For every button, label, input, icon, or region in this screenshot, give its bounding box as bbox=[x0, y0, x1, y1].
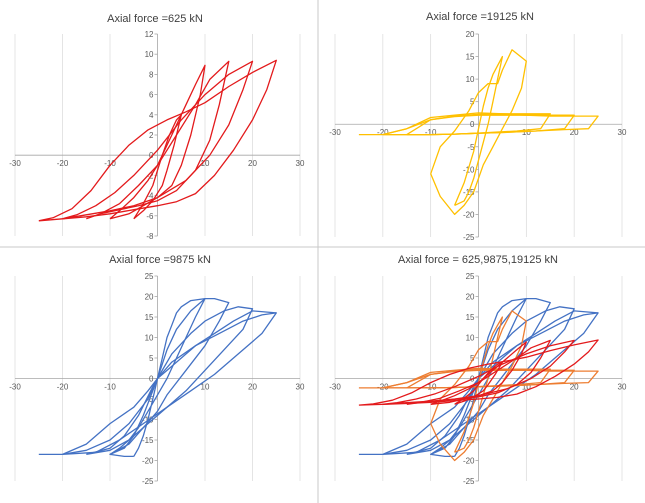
y-tick-label-12: 12 bbox=[145, 30, 154, 39]
y-tick-label-15: 15 bbox=[145, 313, 154, 322]
overlay-1-loop-4-line bbox=[382, 310, 599, 456]
chart-title: Axial force = 625,9875,19125 kN bbox=[398, 254, 558, 266]
y-tick-label-neg20: -20 bbox=[463, 457, 475, 466]
chart-axial-force-19125: Axial force =19125 kN -30 -20 -10 10 20 30 -25 -… bbox=[329, 11, 627, 242]
y-tick-label-neg8: -8 bbox=[146, 232, 154, 241]
y-tick-label-neg25: -25 bbox=[463, 233, 475, 242]
loop-5-line bbox=[406, 113, 551, 136]
y-tick-label-10: 10 bbox=[145, 50, 154, 59]
y-tick-label-neg4: -4 bbox=[146, 192, 154, 201]
chart-title: Axial force =625 kN bbox=[107, 13, 203, 25]
chart-title: Axial force =9875 kN bbox=[109, 254, 211, 266]
x-tick-label-neg20: -20 bbox=[377, 128, 389, 137]
loop-5-line bbox=[38, 312, 277, 456]
x-tick-label-neg20: -20 bbox=[57, 159, 69, 168]
chart-axial-force-combined: Axial force = 625,9875,19125 kN -30 -20 -10… bbox=[329, 254, 627, 486]
loop-4-line bbox=[62, 60, 254, 220]
loop-2-line bbox=[430, 49, 527, 216]
y-tick-label-10: 10 bbox=[466, 334, 475, 343]
y-tick-label-20: 20 bbox=[145, 293, 154, 302]
loop-2-line bbox=[109, 297, 230, 455]
x-tick-label-30: 30 bbox=[618, 383, 627, 392]
y-tick-label-5: 5 bbox=[149, 354, 154, 363]
x-tick-label-30: 30 bbox=[296, 383, 305, 392]
x-tick-label-20: 20 bbox=[570, 128, 579, 137]
y-tick-label-6: 6 bbox=[149, 91, 154, 100]
x-tick-label-10: 10 bbox=[201, 383, 210, 392]
x-tick-label-20: 20 bbox=[248, 383, 257, 392]
y-tick-label-neg5: -5 bbox=[146, 395, 154, 404]
chart-axial-force-9875: Axial force =9875 kN -30 -20 -10 10 20 30 -25 -2… bbox=[9, 254, 305, 486]
y-tick-label-neg20: -20 bbox=[142, 457, 154, 466]
y-tick-label-25: 25 bbox=[466, 272, 475, 281]
y-tick-label-neg10: -10 bbox=[463, 165, 475, 174]
y-tick-label-15: 15 bbox=[466, 313, 475, 322]
x-tick-label-neg10: -10 bbox=[104, 383, 116, 392]
y-tick-label-5: 5 bbox=[470, 354, 475, 363]
x-tick-label-10: 10 bbox=[522, 383, 531, 392]
y-tick-label-neg5: -5 bbox=[467, 143, 475, 152]
y-tick-label-neg25: -25 bbox=[463, 477, 475, 486]
x-tick-label-neg30: -30 bbox=[329, 383, 341, 392]
chart-title: Axial force =19125 kN bbox=[426, 11, 534, 23]
y-tick-label-20: 20 bbox=[466, 293, 475, 302]
overlay-1-loop-5-line bbox=[358, 312, 599, 456]
chart-axial-force-625: Axial force =625 kN -30 -20 -10 10 20 30 -8 -6 -4… bbox=[9, 13, 305, 241]
y-tick-label-15: 15 bbox=[466, 53, 475, 62]
x-tick-label-neg30: -30 bbox=[329, 128, 341, 137]
y-tick-label-25: 25 bbox=[145, 272, 154, 281]
x-tick-label-neg30: -30 bbox=[9, 159, 21, 168]
y-tick-label-5: 5 bbox=[470, 98, 475, 107]
y-tick-label-2: 2 bbox=[149, 131, 154, 140]
x-tick-label-20: 20 bbox=[248, 159, 257, 168]
overlay-1-loop-2-line bbox=[430, 297, 551, 455]
x-tick-label-neg20: -20 bbox=[57, 383, 69, 392]
overlay-3-loop-5-line bbox=[358, 339, 599, 406]
y-tick-label-neg15: -15 bbox=[142, 436, 154, 445]
loop-1-line bbox=[454, 55, 504, 206]
overlay-3-loop-4-line bbox=[382, 339, 575, 405]
y-tick-label-neg25: -25 bbox=[142, 477, 154, 486]
x-tick-label-neg10: -10 bbox=[425, 128, 437, 137]
x-tick-label-10: 10 bbox=[201, 159, 210, 168]
y-tick-label-10: 10 bbox=[466, 75, 475, 84]
loop-5-line bbox=[38, 59, 277, 222]
y-tick-label-4: 4 bbox=[149, 111, 154, 120]
x-tick-label-20: 20 bbox=[570, 383, 579, 392]
x-tick-label-neg10: -10 bbox=[425, 383, 437, 392]
x-tick-label-30: 30 bbox=[618, 128, 627, 137]
loop-2-line bbox=[109, 64, 206, 220]
overlay-2-loop-5-line bbox=[406, 368, 551, 389]
y-tick-label-neg6: -6 bbox=[146, 212, 154, 221]
x-tick-label-30: 30 bbox=[296, 159, 305, 168]
y-tick-label-0: 0 bbox=[470, 120, 475, 129]
y-tick-label-0: 0 bbox=[149, 375, 154, 384]
y-tick-label-20: 20 bbox=[466, 30, 475, 39]
loop-4-line bbox=[62, 310, 277, 456]
y-tick-label-8: 8 bbox=[149, 70, 154, 79]
x-tick-label-10: 10 bbox=[522, 128, 531, 137]
x-tick-label-neg10: -10 bbox=[104, 159, 116, 168]
loop-3-line bbox=[86, 60, 230, 220]
y-tick-label-10: 10 bbox=[145, 334, 154, 343]
y-tick-label-neg20: -20 bbox=[463, 210, 475, 219]
x-tick-label-neg30: -30 bbox=[9, 383, 21, 392]
x-tick-label-neg20: -20 bbox=[377, 383, 389, 392]
